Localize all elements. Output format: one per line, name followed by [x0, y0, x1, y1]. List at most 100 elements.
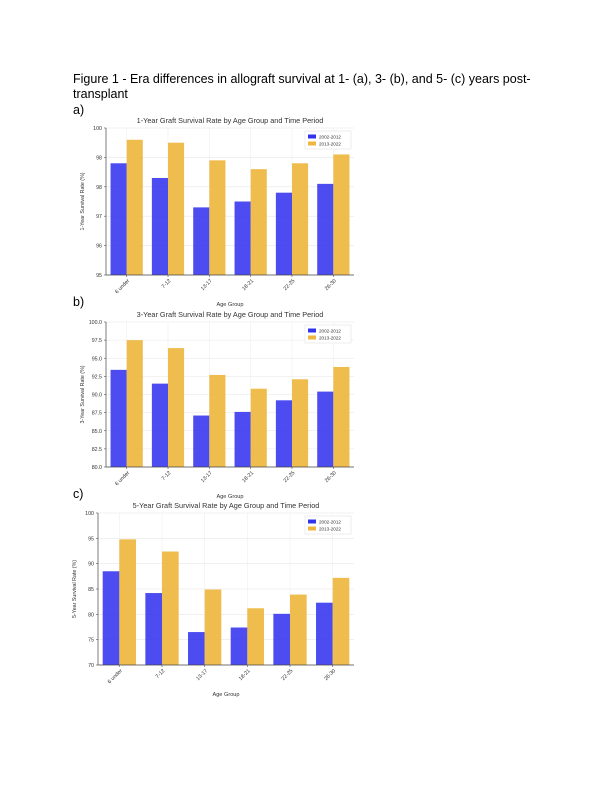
legend-swatch-era-2013-2022 — [308, 526, 316, 531]
x-tick-label: 22-25 — [281, 668, 295, 682]
bar-era-2013-2022 — [292, 163, 309, 275]
y-tick-label: 92.5 — [92, 374, 102, 380]
bar-era-2002-2012 — [110, 163, 127, 275]
bar-era-2013-2022 — [204, 589, 222, 665]
x-tick-label: 18-21 — [238, 668, 252, 682]
x-tick-label: 26-30 — [323, 668, 337, 682]
bar-era-2013-2022 — [247, 608, 264, 665]
y-axis-label: 1-Year Survival Rate (%) — [80, 172, 86, 230]
y-tick-label: 80.0 — [92, 465, 102, 471]
legend-swatch-era-2002-2012 — [308, 134, 316, 139]
y-tick-label: 98 — [96, 185, 102, 191]
bar-era-2013-2022 — [333, 154, 350, 275]
bar-era-2013-2022 — [332, 577, 350, 665]
bar-era-2002-2012 — [193, 207, 210, 275]
x-axis-label: Age Group — [216, 494, 243, 500]
x-tick-label: 22-25 — [283, 278, 297, 292]
bar-era-2002-2012 — [230, 627, 248, 665]
x-axis-label: Age Group — [216, 302, 243, 308]
legend-box — [304, 515, 352, 535]
bar-era-2002-2012 — [234, 201, 251, 275]
bar-era-2002-2012 — [188, 632, 205, 665]
chart-1-year-survival: 1-Year Graft Survival Rate by Age Group … — [80, 116, 354, 308]
x-tick-label: 7-12 — [155, 668, 167, 680]
legend-label: 2013-2022 — [319, 142, 341, 147]
chart-title: 3-Year Graft Survival Rate by Age Group … — [137, 310, 324, 319]
panel-label-a: a) — [73, 103, 85, 117]
bar-era-2002-2012 — [275, 192, 292, 275]
x-tick-label: 13-17 — [195, 668, 209, 682]
bar-era-2002-2012 — [316, 602, 333, 665]
legend-label: 2002-2012 — [319, 520, 341, 525]
y-tick-label: 87.5 — [92, 411, 102, 417]
bar-era-2013-2022 — [333, 366, 350, 467]
y-tick-label: 98 — [96, 155, 102, 161]
y-tick-label: 85 — [88, 587, 94, 593]
bar-era-2002-2012 — [193, 415, 210, 467]
bar-era-2013-2022 — [250, 169, 267, 275]
y-tick-label: 95.0 — [92, 356, 102, 362]
x-tick-label: 7-12 — [161, 278, 173, 290]
x-tick-label: 26-30 — [324, 278, 338, 292]
y-tick-label: 100 — [85, 511, 94, 517]
bar-era-2002-2012 — [317, 183, 334, 275]
bar-era-2013-2022 — [162, 551, 179, 665]
x-tick-label: 18-21 — [241, 470, 255, 484]
bar-era-2013-2022 — [168, 142, 185, 275]
chart-title: 5-Year Graft Survival Rate by Age Group … — [133, 501, 320, 510]
legend-box — [304, 324, 352, 344]
bar-era-2013-2022 — [126, 340, 143, 467]
y-tick-label: 100 — [93, 126, 102, 132]
bar-era-2002-2012 — [145, 593, 162, 665]
bar-era-2013-2022 — [119, 539, 136, 665]
y-tick-label: 82.5 — [92, 447, 102, 453]
figure-caption: Figure 1 - Era differences in allograft … — [73, 72, 531, 101]
legend-swatch-era-2013-2022 — [308, 335, 316, 340]
legend-swatch-era-2002-2012 — [308, 328, 316, 333]
y-tick-label: 70 — [88, 663, 94, 669]
bar-era-2002-2012 — [151, 383, 168, 467]
y-tick-label: 96 — [96, 244, 102, 250]
x-tick-label: 22-25 — [283, 470, 297, 484]
x-tick-label: 6 under — [107, 668, 124, 685]
bar-era-2013-2022 — [168, 348, 185, 467]
chart-5-year-survival: 5-Year Graft Survival Rate by Age Group … — [72, 501, 354, 698]
y-tick-label: 90.0 — [92, 393, 102, 399]
bar-era-2013-2022 — [292, 379, 309, 467]
y-tick-label: 75 — [88, 638, 94, 644]
y-tick-label: 95 — [88, 536, 94, 542]
bar-era-2013-2022 — [290, 594, 307, 665]
legend-box — [304, 130, 352, 150]
legend-swatch-era-2013-2022 — [308, 141, 316, 146]
x-tick-label: 6 under — [114, 470, 131, 487]
x-tick-label: 7-12 — [161, 470, 173, 482]
y-axis-label: 3-Year Survival Rate (%) — [80, 365, 86, 423]
y-tick-label: 97 — [96, 214, 102, 220]
legend-label: 2002-2012 — [319, 329, 341, 334]
x-tick-label: 18-21 — [241, 278, 255, 292]
y-tick-label: 95 — [96, 273, 102, 279]
x-axis-label: Age Group — [212, 692, 239, 698]
bar-era-2002-2012 — [234, 411, 251, 467]
bar-era-2002-2012 — [151, 177, 168, 275]
bar-era-2002-2012 — [273, 613, 290, 665]
y-axis-label: 5-Year Survival Rate (%) — [72, 560, 78, 618]
bar-era-2013-2022 — [250, 388, 267, 467]
legend-label: 2013-2022 — [319, 336, 341, 341]
y-tick-label: 85.0 — [92, 429, 102, 435]
panel-label-b: b) — [73, 295, 85, 309]
chart-title: 1-Year Graft Survival Rate by Age Group … — [137, 116, 324, 125]
legend-label: 2002-2012 — [319, 135, 341, 140]
bar-era-2013-2022 — [126, 139, 143, 275]
bar-era-2002-2012 — [275, 400, 292, 467]
chart-3-year-survival: 3-Year Graft Survival Rate by Age Group … — [80, 310, 354, 500]
legend-swatch-era-2002-2012 — [308, 519, 316, 524]
y-tick-label: 90 — [88, 562, 94, 568]
x-tick-label: 6 under — [114, 278, 131, 295]
legend-label: 2013-2022 — [319, 527, 341, 532]
x-tick-label: 13-17 — [200, 470, 214, 484]
x-tick-label: 26-30 — [324, 470, 338, 484]
y-tick-label: 80 — [88, 612, 94, 618]
y-tick-label: 97.5 — [92, 338, 102, 344]
x-tick-label: 13-17 — [200, 278, 214, 292]
